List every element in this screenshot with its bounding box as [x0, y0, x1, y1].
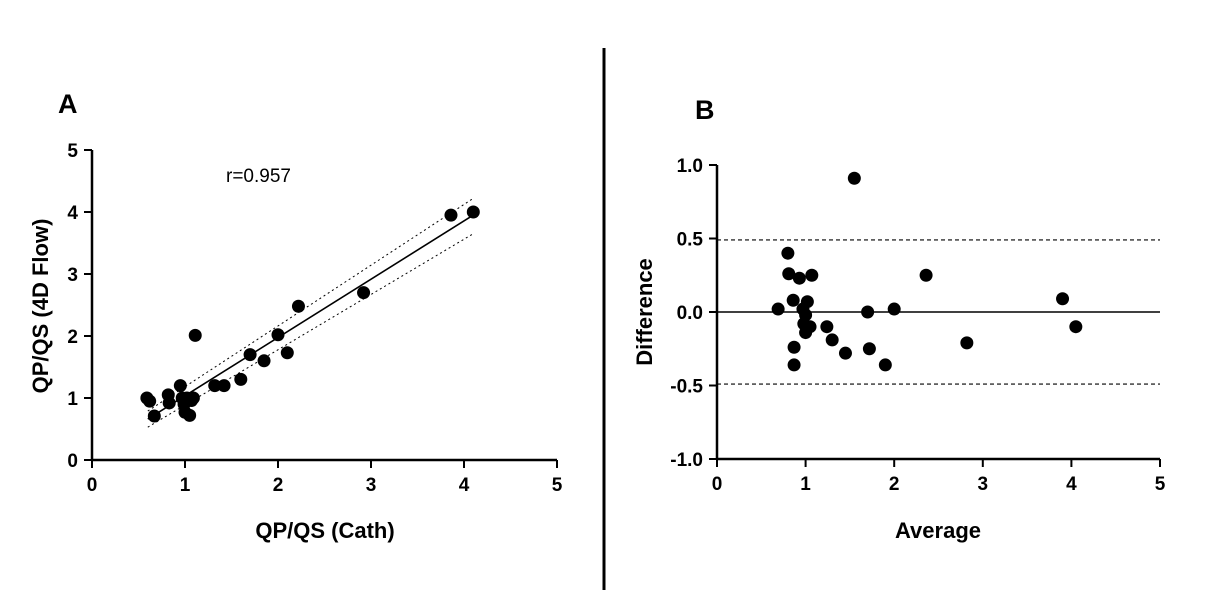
panel-a-data-point: [162, 396, 176, 410]
panel-a-y-axis-title: QP/QS (4D Flow): [28, 219, 53, 394]
panel-b-data-point: [862, 342, 876, 356]
panel-a-x-axis-title: QP/QS (Cath): [255, 518, 394, 543]
panel-a-ci-upper: [147, 197, 474, 412]
panel-b-data-point: [1056, 292, 1070, 306]
panel-a-data-point: [173, 379, 187, 393]
panel-a-data-point: [188, 328, 202, 342]
panel-a-data-point: [234, 372, 248, 386]
panel-b-y-tick-label: 0.0: [677, 303, 703, 324]
panel-a-x-tick-label: 4: [459, 475, 470, 496]
panel-b-data-point: [781, 246, 795, 260]
panel-b-data-point: [799, 308, 813, 322]
panel-b-label: B: [695, 95, 715, 125]
panel-a-label: A: [58, 89, 78, 119]
panel-b: B 0 1 2 3 4 5 -1.0 -0.5 0.0 0.5 1.0 Average Differ…: [632, 95, 1166, 543]
panel-b-data-point: [887, 302, 901, 316]
panel-a-data-point: [444, 208, 458, 222]
panel-b-data-point: [960, 336, 974, 350]
panel-a-data-point: [183, 408, 197, 422]
panel-b-reference-lines: [717, 239, 1160, 385]
panel-a-axes: 0 1 2 3 4 5 0 1 2 3 4 5: [67, 141, 562, 496]
panel-a-data-point: [357, 286, 371, 300]
panel-a-data-point: [186, 391, 200, 405]
panel-b-data-point: [803, 320, 817, 334]
panel-a-data-point: [291, 299, 305, 313]
panel-b-data-point: [800, 295, 814, 309]
panel-b-x-tick-label: 1: [800, 474, 811, 495]
panel-a-data-point: [271, 328, 285, 342]
panel-a-x-tick-label: 2: [273, 475, 284, 496]
panel-b-x-tick-label: 2: [889, 474, 900, 495]
panel-b-data-point: [847, 171, 861, 185]
panel-b-data-point: [861, 305, 875, 319]
panel-b-x-tick-label: 5: [1155, 474, 1166, 495]
panel-a-data-point: [280, 346, 294, 360]
panel-b-y-tick-label: 0.5: [677, 230, 704, 251]
panel-b-data-point: [820, 320, 834, 334]
panel-b-points: [771, 171, 1083, 372]
panel-b-x-tick-label: 0: [712, 474, 723, 495]
panel-a-fit-line: [147, 214, 474, 420]
panel-a-data-point: [243, 348, 257, 362]
panel-a-points: [140, 205, 480, 423]
panel-a-y-tick-label: 5: [67, 141, 78, 162]
panel-b-x-axis-title: Average: [895, 518, 981, 543]
panel-a-data-point: [208, 379, 222, 393]
panel-b-x-tick-label: 3: [978, 474, 989, 495]
panel-a-data-point: [466, 205, 480, 219]
panel-a-ci-lower: [147, 233, 474, 428]
panel-b-data-point: [838, 346, 852, 360]
panel-a-data-point: [147, 409, 161, 423]
panel-b-y-tick-label: -1.0: [670, 450, 703, 471]
panel-a-confidence-band: [147, 197, 474, 428]
panel-b-data-point: [786, 293, 800, 307]
panel-a-y-tick-label: 3: [67, 265, 78, 286]
panel-b-y-tick-label: 1.0: [677, 156, 703, 177]
panel-b-data-point: [1069, 320, 1083, 334]
panel-b-x-tick-label: 4: [1066, 474, 1077, 495]
panel-a-x-tick-label: 3: [366, 475, 377, 496]
panel-a-data-point: [217, 379, 231, 393]
panel-b-data-point: [878, 358, 892, 372]
panel-b-data-point: [919, 268, 933, 282]
panel-a-x-tick-label: 0: [87, 475, 98, 496]
panel-a-x-tick-label: 5: [552, 475, 563, 496]
panel-b-data-point: [782, 267, 796, 281]
panel-b-data-point: [805, 268, 819, 282]
panel-b-data-point: [771, 302, 785, 316]
panel-a-regression-line: [147, 214, 474, 420]
panel-a-x-tick-label: 1: [180, 475, 191, 496]
panel-a-data-point: [257, 354, 271, 368]
panel-b-y-tick-label: -0.5: [670, 377, 703, 398]
panel-a: A r=0.957 0 1 2 3 4 5 0 1 2 3 4 5 QP/QS (Cath) QP/Q…: [28, 89, 563, 543]
panel-b-data-point: [792, 271, 806, 285]
panel-b-y-axis-title: Difference: [632, 258, 657, 366]
panel-a-correlation-annotation: r=0.957: [226, 166, 291, 187]
panel-a-y-tick-label: 1: [67, 389, 78, 410]
panel-a-data-point: [143, 394, 157, 408]
panel-b-data-point: [787, 340, 801, 354]
panel-b-axes: 0 1 2 3 4 5 -1.0 -0.5 0.0 0.5 1.0: [670, 156, 1165, 495]
panel-b-data-point: [787, 358, 801, 372]
panel-b-data-point: [825, 333, 839, 347]
panel-a-y-tick-label: 4: [67, 203, 78, 224]
panel-a-y-tick-label: 2: [67, 327, 78, 348]
panel-a-y-tick-label: 0: [67, 451, 78, 472]
